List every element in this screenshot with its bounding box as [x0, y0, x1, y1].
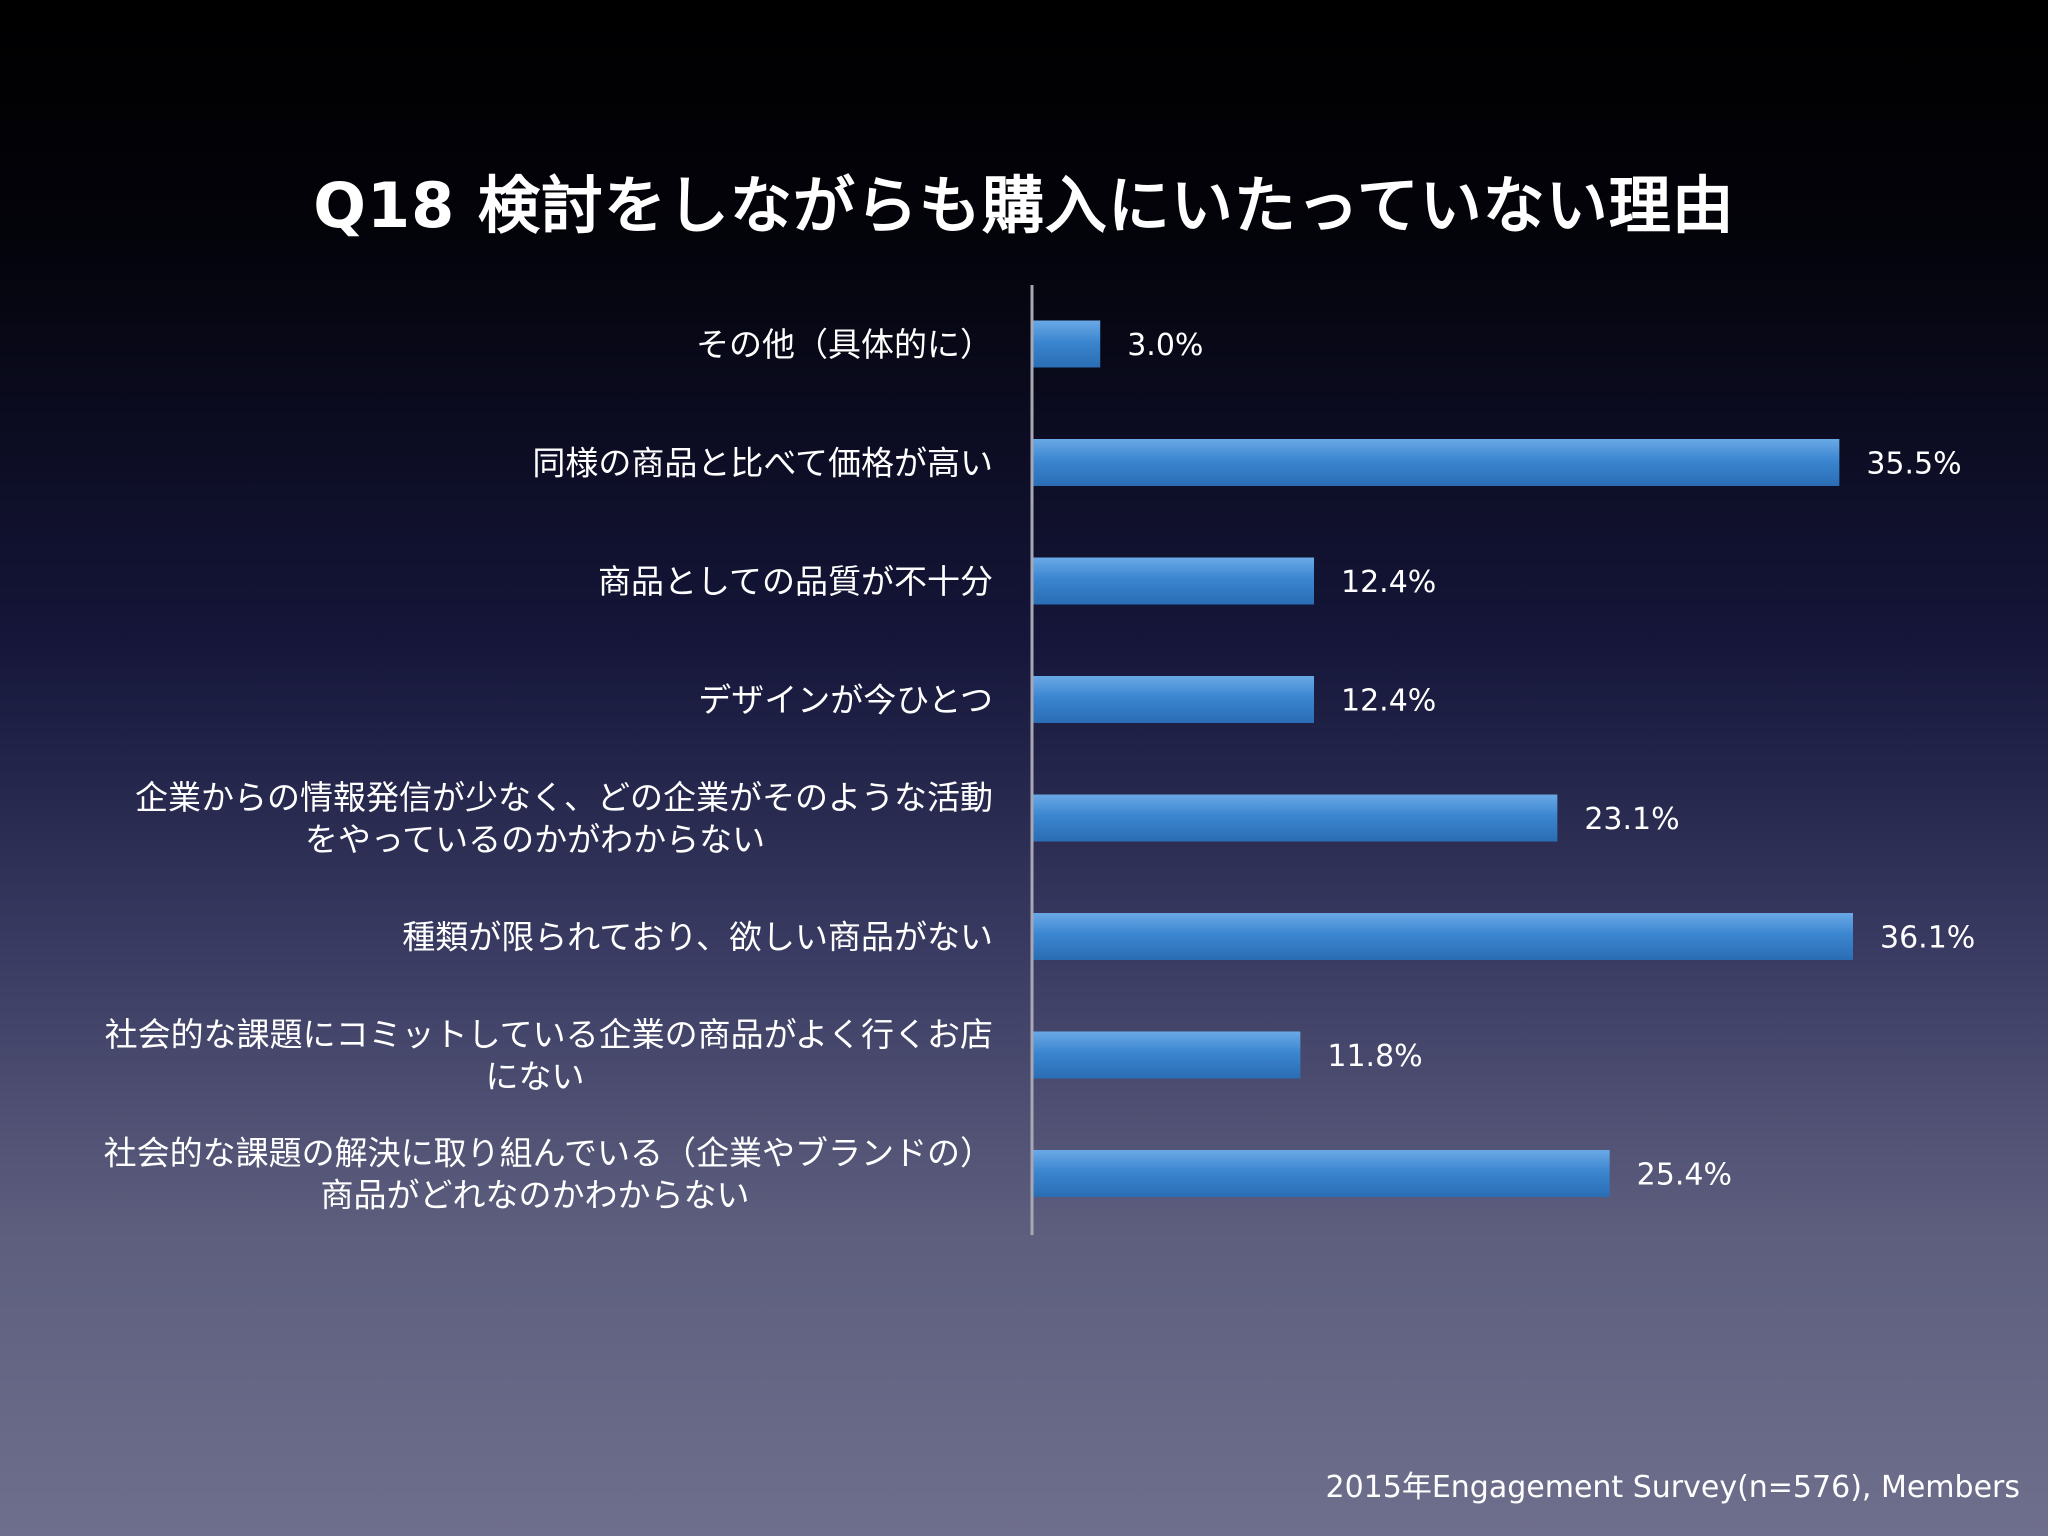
- bar-3: [1032, 557, 1315, 605]
- category-label-6: 種類が限られており、欲しい商品がない: [402, 918, 993, 957]
- bar-6: [1032, 913, 1853, 960]
- source-note: 2015年Engagement Survey(n=576), Members: [1325, 1470, 2020, 1505]
- bar-1: [1032, 320, 1101, 368]
- category-label-8-line-2: 商品がどれなのかわからない: [321, 1176, 750, 1215]
- category-label-2: 同様の商品と比べて価格が高い: [532, 444, 993, 483]
- bar-2: [1032, 439, 1840, 486]
- value-label-6: 36.1%: [1880, 921, 1975, 956]
- value-label-3: 12.4%: [1341, 565, 1436, 600]
- bars-layer: [1032, 320, 1853, 1197]
- value-labels: 3.0% 35.5% 12.4% 12.4% 23.1% 36.1% 11.8% 25.4%: [1127, 328, 1975, 1193]
- value-label-5: 23.1%: [1584, 802, 1679, 837]
- value-label-4: 12.4%: [1341, 684, 1436, 719]
- category-label-8-line-1: 社会的な課題の解決に取り組んでいる（企業やブランドの）: [104, 1134, 993, 1173]
- value-label-2: 35.5%: [1866, 447, 1961, 482]
- category-label-1: その他（具体的に）: [696, 325, 993, 364]
- bar-7: [1032, 1031, 1301, 1079]
- category-label-3: 商品としての品質が不十分: [598, 562, 993, 601]
- value-label-1: 3.0%: [1127, 328, 1203, 363]
- value-label-8: 25.4%: [1637, 1158, 1732, 1193]
- category-labels: その他（具体的に） 同様の商品と比べて価格が高い商品としての品質が不十分デザインが…: [104, 325, 993, 1215]
- category-label-5-line-1: 企業からの情報発信が少なく、どの企業がそのような活動: [135, 778, 993, 817]
- bar-5: [1032, 794, 1558, 842]
- category-label-7-line-2: にない: [486, 1057, 585, 1096]
- category-label-7-line-1: 社会的な課題にコミットしている企業の商品がよく行くお店: [105, 1015, 993, 1054]
- bar-8: [1032, 1150, 1610, 1197]
- category-label-5-line-2: をやっているのかがわからない: [305, 820, 765, 859]
- category-label-4: デザインが今ひとつ: [698, 681, 993, 720]
- value-label-7: 11.8%: [1327, 1039, 1422, 1074]
- bar-4: [1032, 676, 1315, 723]
- chart-title: Q18 検討をしながらも購入にいたっていない理由: [313, 169, 1735, 242]
